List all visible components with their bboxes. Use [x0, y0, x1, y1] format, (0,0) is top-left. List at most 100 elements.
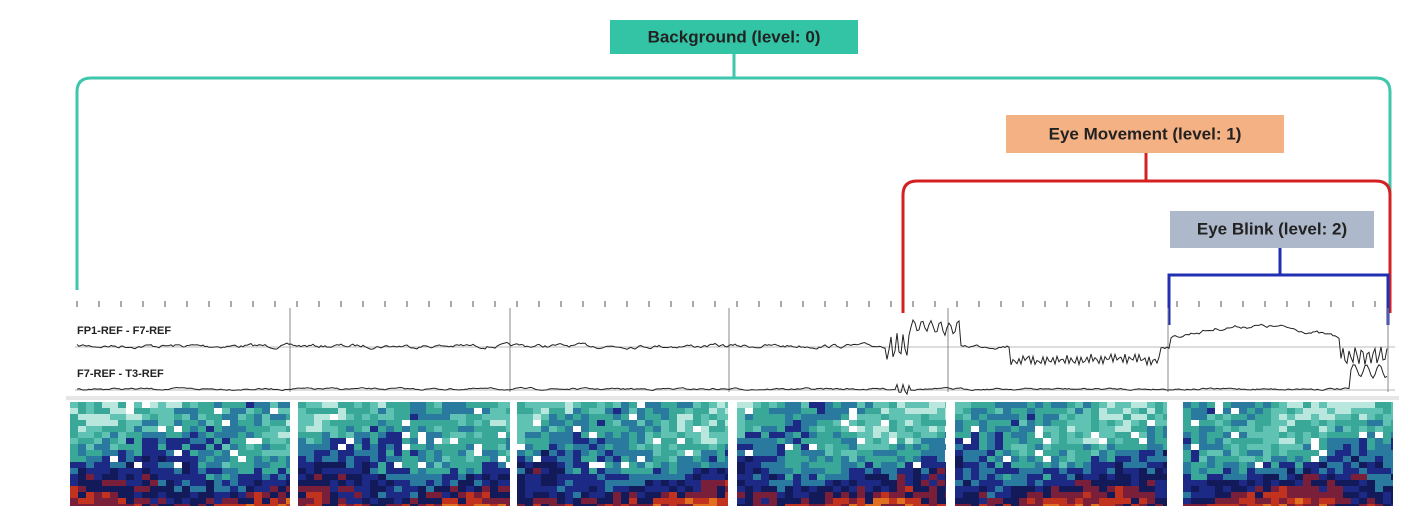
- spectrogram-cell: [955, 462, 963, 468]
- spectrogram-cell: [1327, 438, 1335, 444]
- spectrogram-cell: [490, 498, 498, 504]
- spectrogram-cell: [1359, 438, 1367, 444]
- spectrogram-cell: [897, 462, 905, 468]
- spectrogram-cell: [637, 462, 645, 468]
- spectrogram-cell: [190, 498, 198, 504]
- spectrogram-cell: [1107, 450, 1115, 456]
- spectrogram-cell: [785, 480, 793, 486]
- spectrogram-cell: [1351, 426, 1359, 432]
- spectrogram-cell: [1155, 420, 1163, 426]
- spectrogram-cell: [777, 438, 785, 444]
- spectrogram-cell: [1375, 456, 1383, 462]
- spectrogram-cell: [450, 450, 458, 456]
- spectrogram-cell: [482, 432, 490, 438]
- spectrogram-cell: [979, 438, 987, 444]
- spectrogram-cell: [629, 480, 637, 486]
- spectrogram-cell: [118, 456, 126, 462]
- spectrogram-cell: [589, 480, 597, 486]
- spectrogram-cell: [254, 462, 262, 468]
- spectrogram-cell: [1131, 426, 1139, 432]
- spectrogram-cell: [474, 402, 482, 408]
- spectrogram-cell: [1247, 414, 1255, 420]
- spectrogram-cell: [701, 402, 709, 408]
- spectrogram-cell: [346, 492, 354, 498]
- spectrogram-cell: [86, 420, 94, 426]
- spectrogram-cell: [1011, 480, 1019, 486]
- spectrogram-cell: [378, 468, 386, 474]
- spectrogram-cell: [434, 456, 442, 462]
- spectrogram-cell: [621, 468, 629, 474]
- spectrogram-cell: [1319, 432, 1327, 438]
- spectrogram-cell: [557, 414, 565, 420]
- spectrogram-cell: [753, 432, 761, 438]
- spectrogram-cell: [725, 462, 728, 468]
- spectrogram-cell: [653, 468, 661, 474]
- spectrogram-cell: [1327, 402, 1335, 408]
- spectrogram-cell: [410, 432, 418, 438]
- spectrogram-cell: [1215, 486, 1223, 492]
- spectrogram-cell: [286, 468, 290, 474]
- spectrogram-cell: [298, 474, 306, 480]
- spectrogram-cell: [937, 426, 945, 432]
- spectrogram-cell: [1051, 426, 1059, 432]
- spectrogram-cell: [254, 474, 262, 480]
- spectrogram-cell: [565, 498, 573, 504]
- spectrogram-cell: [1163, 486, 1167, 492]
- spectrogram-cell: [573, 432, 581, 438]
- spectrogram-cell: [621, 438, 629, 444]
- spectrogram-cell: [945, 492, 946, 498]
- spectrogram-cell: [394, 420, 402, 426]
- spectrogram-cell: [482, 474, 490, 480]
- spectrogram-cell: [198, 414, 206, 420]
- spectrogram-cell: [533, 462, 541, 468]
- spectrogram-cell: [1155, 498, 1163, 504]
- spectrogram-cell: [1367, 462, 1375, 468]
- spectrogram-cell: [955, 486, 963, 492]
- spectrogram-cell: [1155, 408, 1163, 414]
- spectrogram-cell: [557, 402, 565, 408]
- spectrogram-cell: [322, 462, 330, 468]
- spectrogram-cell: [1231, 444, 1239, 450]
- spectrogram-cell: [306, 414, 314, 420]
- spectrogram-cell: [1019, 474, 1027, 480]
- spectrogram-cell: [1027, 426, 1035, 432]
- spectrogram-cell: [1263, 456, 1271, 462]
- spectrogram-cell: [897, 420, 905, 426]
- spectrogram-cell: [322, 498, 330, 504]
- spectrogram-cell: [354, 450, 362, 456]
- spectrogram-cell: [418, 420, 426, 426]
- spectrogram-cell: [1343, 468, 1351, 474]
- spectrogram-cell: [110, 450, 118, 456]
- spectrogram-cell: [1043, 444, 1051, 450]
- spectrogram-cell: [753, 420, 761, 426]
- spectrogram-cell: [1287, 432, 1295, 438]
- spectrogram-cell: [929, 414, 937, 420]
- spectrogram-cell: [963, 426, 971, 432]
- spectrogram-cell: [198, 462, 206, 468]
- spectrogram-cell: [198, 480, 206, 486]
- spectrogram-cell: [498, 420, 506, 426]
- spectrogram-cell: [70, 486, 78, 492]
- spectrogram-cell: [717, 420, 725, 426]
- spectrogram-cell: [246, 450, 254, 456]
- spectrogram-cell: [1319, 456, 1327, 462]
- spectrogram-cell: [70, 468, 78, 474]
- spectrogram-cell: [873, 492, 881, 498]
- spectrogram-cell: [525, 438, 533, 444]
- spectrogram-cell: [1027, 408, 1035, 414]
- spectrogram-cell: [1035, 468, 1043, 474]
- spectrogram-cell: [963, 444, 971, 450]
- spectrogram-cell: [1287, 450, 1295, 456]
- spectrogram-cell: [995, 426, 1003, 432]
- spectrogram-cell: [298, 462, 306, 468]
- spectrogram-cell: [1043, 480, 1051, 486]
- spectrogram-cell: [857, 438, 865, 444]
- spectrogram-cell: [1335, 474, 1343, 480]
- spectrogram-cell: [1223, 462, 1231, 468]
- spectrogram-cell: [801, 426, 809, 432]
- spectrogram-cell: [979, 432, 987, 438]
- spectrogram-cell: [525, 456, 533, 462]
- spectrogram-cell: [190, 468, 198, 474]
- spectrogram-cell: [134, 426, 142, 432]
- spectrogram-cell: [725, 450, 728, 456]
